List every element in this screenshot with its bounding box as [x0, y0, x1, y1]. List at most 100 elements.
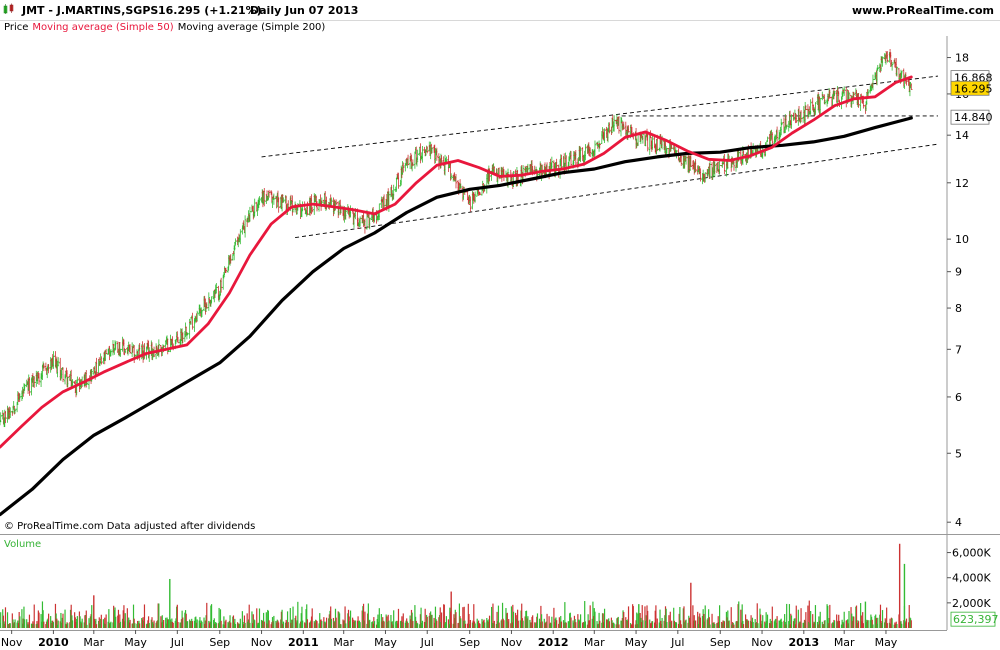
price-bar: [793, 117, 796, 121]
price-bar: [384, 199, 388, 207]
price-bar: [325, 196, 328, 210]
price-bar: [694, 159, 697, 173]
price-bar: [825, 99, 829, 107]
price-bar: [213, 289, 217, 298]
price-bar: [137, 344, 141, 351]
svg-text:16.295: 16.295: [954, 82, 993, 95]
price-bar: [645, 128, 649, 141]
price-bar: [576, 158, 580, 169]
price-tick-label: 6: [955, 391, 962, 404]
price-bar: [480, 187, 484, 196]
price-bar: [87, 378, 91, 390]
price-bar: [169, 338, 173, 346]
price-bar: [404, 159, 408, 166]
price-bar: [890, 61, 894, 71]
price-bar: [631, 133, 634, 138]
price-bar: [334, 201, 337, 211]
price-bar: [447, 164, 451, 169]
price-bar: [174, 339, 178, 344]
price-bar: [391, 190, 394, 201]
price-bar: [573, 151, 576, 161]
price-bar: [689, 152, 693, 167]
price-bar: [847, 90, 850, 103]
price-bar: [854, 88, 858, 97]
price-bar: [420, 152, 423, 160]
price-bar: [847, 92, 851, 103]
price-bar: [514, 169, 517, 177]
price-bar: [165, 336, 168, 345]
price-bar: [658, 148, 661, 151]
price-tick-label: 9: [955, 266, 962, 279]
price-bar: [94, 362, 98, 377]
price-bar: [146, 339, 150, 349]
legend-price[interactable]: Price: [4, 22, 29, 33]
price-bar: [332, 200, 336, 215]
price-bar: [823, 94, 826, 105]
price-bar: [502, 169, 506, 182]
price-bar: [636, 133, 640, 147]
price-bar: [596, 142, 599, 149]
trend-line[interactable]: [261, 75, 939, 158]
price-bar: [295, 206, 299, 215]
price-bar: [320, 197, 323, 207]
price-bar: [616, 116, 619, 130]
price-bar: [8, 406, 11, 419]
price-bar: [540, 164, 543, 181]
price-bar: [102, 351, 106, 362]
price-bar: [636, 142, 639, 147]
price-bar: [491, 164, 494, 172]
price-bar: [869, 85, 872, 94]
price-bar: [90, 368, 93, 382]
price-bar: [727, 155, 731, 161]
price-bar: [324, 191, 327, 210]
price-bar: [391, 193, 395, 200]
price-bar: [443, 154, 447, 176]
price-bar: [529, 163, 532, 173]
price-bar: [107, 347, 111, 355]
price-bar: [367, 214, 370, 219]
price-bar: [434, 147, 437, 164]
price-bar: [723, 153, 726, 175]
ma200-line[interactable]: [0, 116, 913, 517]
legend-ma50[interactable]: Moving average (Simple 50): [32, 22, 174, 33]
price-bar: [100, 356, 103, 365]
price-bar: [734, 160, 738, 172]
price-bar: [78, 380, 82, 388]
price-bar: [675, 150, 678, 159]
price-bar: [26, 378, 30, 394]
price-bar: [753, 146, 757, 154]
price-bar: [722, 155, 725, 165]
legend-ma200[interactable]: Moving average (Simple 200): [177, 22, 326, 33]
price-bar: [370, 213, 373, 221]
price-bar: [602, 132, 606, 141]
price-bar: [467, 196, 470, 204]
price-bar: [860, 95, 864, 104]
trend-lines: [261, 75, 939, 239]
price-bar: [202, 296, 206, 311]
trend-line[interactable]: [295, 143, 939, 239]
ma50-line[interactable]: [0, 75, 913, 449]
price-bar: [612, 115, 616, 132]
price-bar: [146, 342, 149, 351]
price-bar: [788, 111, 791, 128]
price-bar: [812, 106, 816, 116]
site-link[interactable]: www.ProRealTime.com: [851, 4, 994, 17]
price-bar: [40, 370, 43, 380]
price-bar: [423, 149, 427, 156]
price-bar: [180, 328, 184, 345]
price-bar: [118, 341, 122, 356]
price-bar: [837, 91, 840, 103]
price-bar: [234, 238, 237, 246]
price-bar: [438, 156, 441, 167]
time-tick-label: Mar: [584, 636, 605, 649]
price-bar: [169, 334, 172, 353]
price-bar: [663, 140, 667, 154]
price-bar: [686, 154, 690, 173]
price-bar: [47, 363, 50, 374]
price-bar: [56, 357, 60, 367]
price-bar: [678, 156, 682, 163]
price-bar: [52, 351, 55, 369]
price-bar: [827, 93, 830, 102]
